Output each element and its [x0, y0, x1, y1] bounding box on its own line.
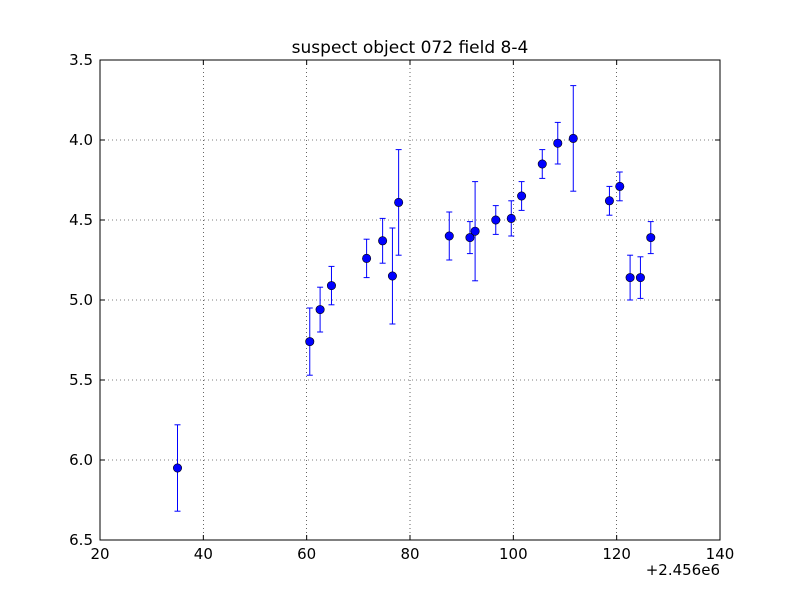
x-offset-label: +2.456e6	[646, 561, 720, 579]
data-point	[568, 133, 578, 143]
data-point	[635, 273, 645, 283]
y-tick-label: 5.0	[69, 291, 93, 309]
y-tick-labels: 3.5 4.0 4.5 5.0 5.5 6.0 6.5	[69, 51, 93, 549]
y-tick-label: 4.0	[69, 131, 93, 149]
x-tick-label: 100	[499, 545, 528, 563]
data-point	[305, 337, 315, 347]
x-tick-label: 40	[194, 545, 213, 563]
data-point	[362, 253, 372, 263]
data-point	[553, 138, 563, 148]
x-tick-label: 20	[90, 545, 109, 563]
data-point	[444, 231, 454, 241]
data-point	[394, 197, 404, 207]
x-tick-label: 140	[706, 545, 735, 563]
data-point	[646, 233, 656, 243]
chart-title: suspect object 072 field 8-4	[292, 38, 529, 58]
y-tick-label: 6.5	[69, 531, 93, 549]
y-tick-label: 5.5	[69, 371, 93, 389]
x-tick-label: 80	[400, 545, 419, 563]
data-point	[470, 226, 480, 236]
data-point	[173, 463, 183, 473]
y-tick-label: 4.5	[69, 211, 93, 229]
plot-frame	[99, 59, 721, 541]
x-tick-labels: 20 40 60 80 100 120 140	[90, 545, 734, 563]
data-point	[491, 215, 501, 225]
x-tick-label: 120	[602, 545, 631, 563]
data-point	[506, 213, 516, 223]
data-point	[625, 273, 635, 283]
data-point	[378, 236, 388, 246]
data-points	[173, 133, 656, 473]
y-tick-label: 6.0	[69, 451, 93, 469]
data-point	[615, 181, 625, 191]
data-point	[315, 305, 325, 315]
data-point	[326, 281, 336, 291]
data-point	[517, 191, 527, 201]
grid	[100, 60, 720, 540]
data-point	[465, 233, 475, 243]
data-point	[387, 271, 397, 281]
data-point	[537, 159, 547, 169]
data-point	[604, 196, 614, 206]
y-tick-label: 3.5	[69, 51, 93, 69]
x-tick-label: 60	[297, 545, 316, 563]
